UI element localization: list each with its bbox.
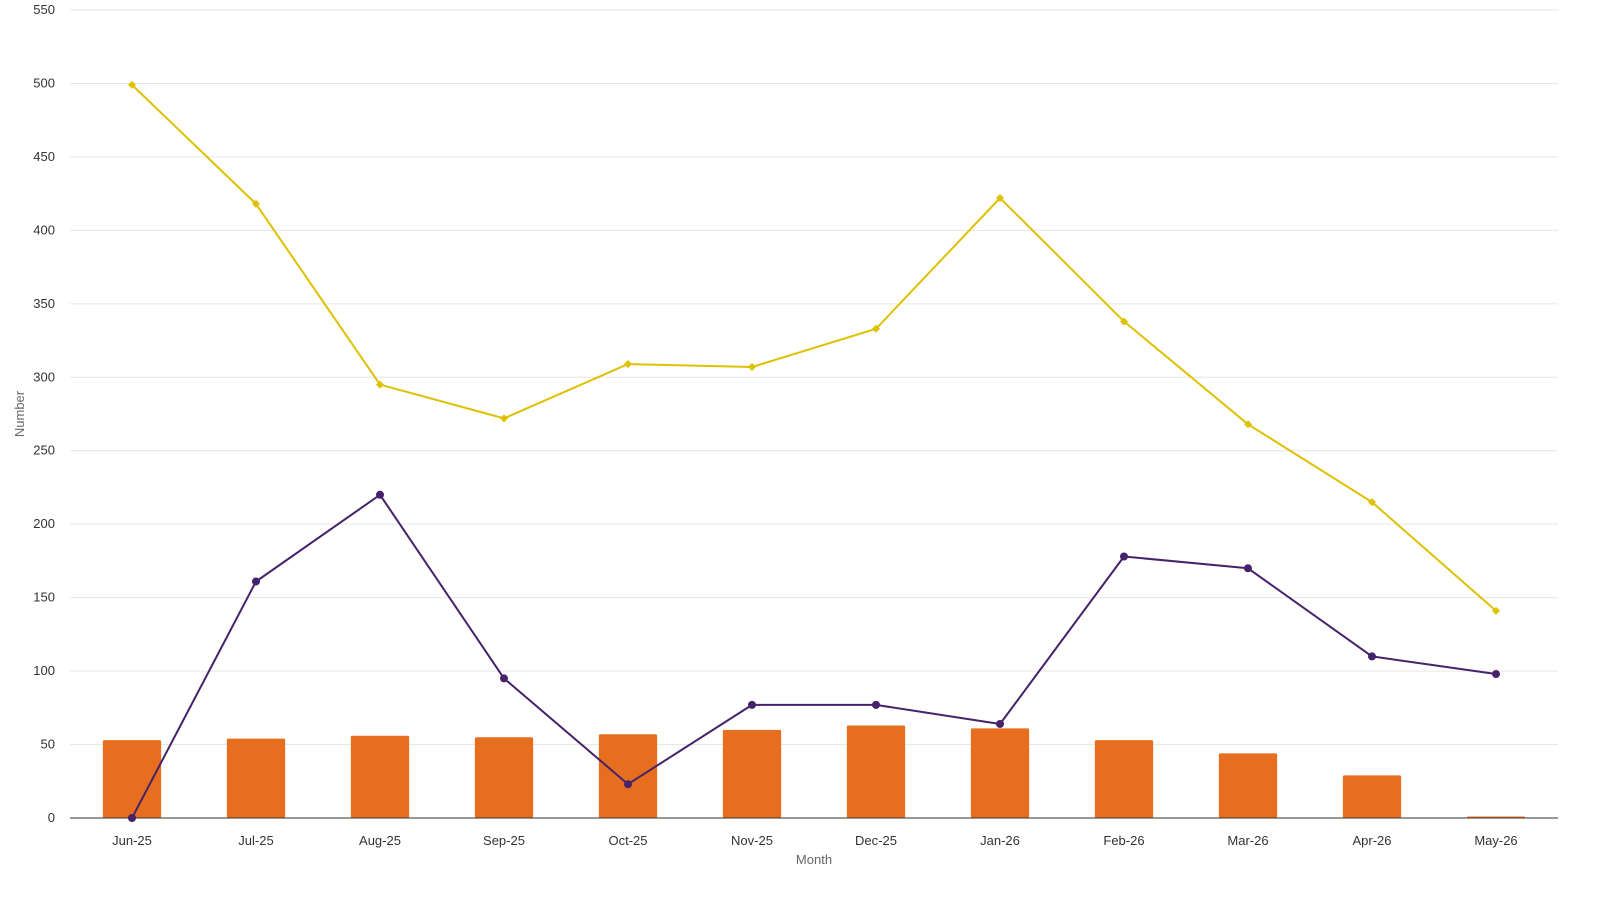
y-tick-label: 200 [33, 516, 55, 531]
x-tick-label: Dec-25 [855, 833, 897, 848]
x-tick-label: Sep-25 [483, 833, 525, 848]
x-tick-label: May-26 [1474, 833, 1517, 848]
data-point [500, 414, 508, 423]
data-point [376, 490, 384, 499]
data-point [1120, 552, 1128, 561]
data-point [252, 577, 260, 586]
data-point [872, 700, 880, 709]
data-point [872, 324, 880, 333]
gridlines [70, 9, 1558, 746]
line-series-2 [128, 80, 1500, 615]
y-tick-label: 350 [33, 296, 55, 311]
bar [1094, 740, 1154, 818]
y-tick-label: 0 [48, 810, 55, 825]
x-tick-label: Mar-26 [1227, 833, 1268, 848]
data-point [1492, 606, 1500, 615]
bar [102, 740, 162, 818]
x-tick-label: Nov-25 [731, 833, 773, 848]
y-axis-title: Number [12, 390, 27, 437]
y-tick-label: 150 [33, 590, 55, 605]
y-tick-label: 450 [33, 149, 55, 164]
data-point [252, 199, 260, 208]
x-axis-ticks: Jun-25 Jul-25 Aug-25 Sep-25 Oct-25 Nov-25 Dec-… [112, 833, 1518, 848]
x-tick-label: Oct-25 [608, 833, 647, 848]
data-point [1244, 420, 1252, 429]
data-point [1120, 317, 1128, 326]
bar [226, 738, 286, 818]
data-point [500, 674, 508, 683]
line-series-1 [128, 490, 1500, 822]
data-point [376, 380, 384, 389]
y-tick-label: 550 [33, 2, 55, 17]
y-tick-label: 250 [33, 443, 55, 458]
bar [350, 735, 410, 818]
bar-series [102, 725, 1526, 818]
x-tick-label: Jan-26 [980, 833, 1020, 848]
data-point [1368, 498, 1376, 507]
data-point [1368, 652, 1376, 661]
bar [474, 737, 534, 818]
y-tick-label: 50 [41, 737, 55, 752]
line-series [128, 80, 1500, 822]
data-point [996, 194, 1004, 203]
bar [1218, 753, 1278, 818]
bar [722, 729, 782, 818]
x-tick-label: Apr-26 [1352, 833, 1391, 848]
y-tick-label: 100 [33, 663, 55, 678]
bar [846, 725, 906, 818]
y-tick-label: 400 [33, 222, 55, 237]
data-point [748, 700, 756, 709]
series-line [131, 493, 1497, 819]
bar [970, 728, 1030, 818]
y-axis-ticks: 0 50 100 150 200 250 300 350 400 450 500 550 [33, 2, 55, 825]
data-point [996, 719, 1004, 728]
x-tick-label: Aug-25 [359, 833, 401, 848]
data-point [1492, 670, 1500, 679]
data-point [1244, 564, 1252, 573]
series-line [131, 84, 1497, 612]
y-tick-label: 500 [33, 75, 55, 90]
data-point [128, 814, 136, 822]
y-tick-label: 300 [33, 369, 55, 384]
x-tick-label: Feb-26 [1103, 833, 1144, 848]
x-tick-label: Jun-25 [112, 833, 152, 848]
x-tick-label: Jul-25 [238, 833, 273, 848]
data-point [624, 780, 632, 789]
x-axis-title: Month [796, 852, 832, 867]
data-point [128, 80, 136, 89]
bar [598, 734, 658, 818]
bar [1342, 775, 1402, 818]
data-point [748, 362, 756, 371]
data-point [624, 360, 632, 369]
